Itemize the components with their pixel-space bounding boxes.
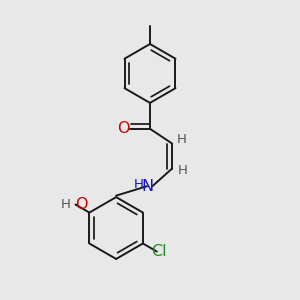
Text: Cl: Cl xyxy=(152,244,167,259)
Text: O: O xyxy=(75,197,88,212)
Text: H: H xyxy=(177,133,186,146)
Text: H: H xyxy=(178,164,187,176)
Text: H: H xyxy=(61,198,71,211)
Text: O: O xyxy=(117,121,130,136)
Text: N: N xyxy=(141,179,153,194)
Text: H: H xyxy=(134,178,144,191)
